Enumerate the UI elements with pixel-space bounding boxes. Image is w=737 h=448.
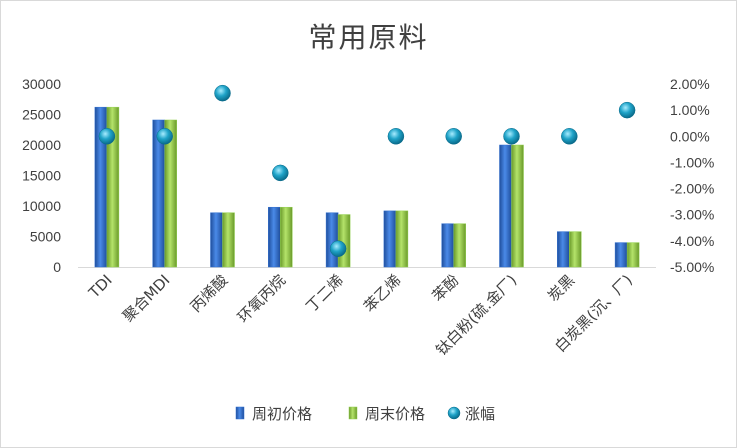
y-left-tick-label: 25000 <box>22 107 61 123</box>
change-point <box>98 128 116 145</box>
change-point <box>329 240 347 257</box>
chart-title: 常用原料 <box>308 21 429 54</box>
bar-week-start <box>614 242 628 268</box>
change-point <box>618 101 636 119</box>
x-tick-label: TDI <box>85 271 116 302</box>
legend-label: 涨幅 <box>465 405 495 423</box>
bar-week-start <box>383 210 397 268</box>
change-point <box>387 128 405 145</box>
y-right-tick-label: -2.00% <box>670 181 714 197</box>
y-right-tick-label: 2.00% <box>670 76 710 92</box>
y-left-tick-label: 10000 <box>22 198 61 214</box>
bar-week-end <box>280 206 293 268</box>
y-left-tick-label: 0 <box>53 259 61 275</box>
bar-week-end <box>106 106 120 268</box>
bar-week-start <box>499 144 512 268</box>
bar-week-start <box>268 206 281 268</box>
x-tick-label: 苯酚 <box>429 271 463 305</box>
x-tick-label: 苯乙烯 <box>360 271 405 316</box>
bar-week-end <box>511 144 524 268</box>
bar-week-end <box>222 212 235 268</box>
y-left-tick-label: 5000 <box>30 229 61 245</box>
y-right-tick-label: -4.00% <box>670 233 714 249</box>
y-right-tick-label: -1.00% <box>670 154 714 170</box>
y-left-tick-label: 20000 <box>22 137 61 153</box>
y-right-tick-label: 1.00% <box>670 102 710 118</box>
bar-week-end <box>395 210 409 268</box>
y-left-tick-label: 30000 <box>22 76 61 92</box>
y-left-tick-label: 15000 <box>22 168 61 184</box>
bar-week-start <box>210 212 223 268</box>
change-point <box>272 164 289 182</box>
change-point <box>156 128 173 145</box>
x-tick-label: 环氧丙烷 <box>234 271 289 326</box>
change-point <box>445 128 462 145</box>
x-tick-label: 丙烯酸 <box>187 271 232 316</box>
legend-label: 周初价格 <box>252 405 312 423</box>
legend-label: 周末价格 <box>365 405 425 423</box>
x-tick-label: 炭黑 <box>544 271 578 305</box>
bar-week-end <box>453 223 466 268</box>
y-right-tick-label: -5.00% <box>670 259 714 275</box>
change-point <box>561 128 578 145</box>
x-tick-label: 聚合MDI <box>119 271 173 325</box>
y-right-tick-label: -3.00% <box>670 207 714 223</box>
legend-swatch <box>348 406 358 420</box>
bar-week-end <box>164 119 177 268</box>
x-tick-label: 丁二烯 <box>302 271 347 316</box>
bar-week-end <box>626 242 640 268</box>
y-right-tick-label: 0.00% <box>670 128 710 144</box>
bar-week-start <box>557 231 570 268</box>
bar-week-start <box>441 223 454 268</box>
bar-week-end <box>569 231 582 268</box>
change-point <box>214 84 231 102</box>
change-point <box>503 128 520 145</box>
bar-week-start <box>325 212 339 268</box>
legend-swatch <box>235 406 245 420</box>
legend-swatch <box>447 406 461 420</box>
